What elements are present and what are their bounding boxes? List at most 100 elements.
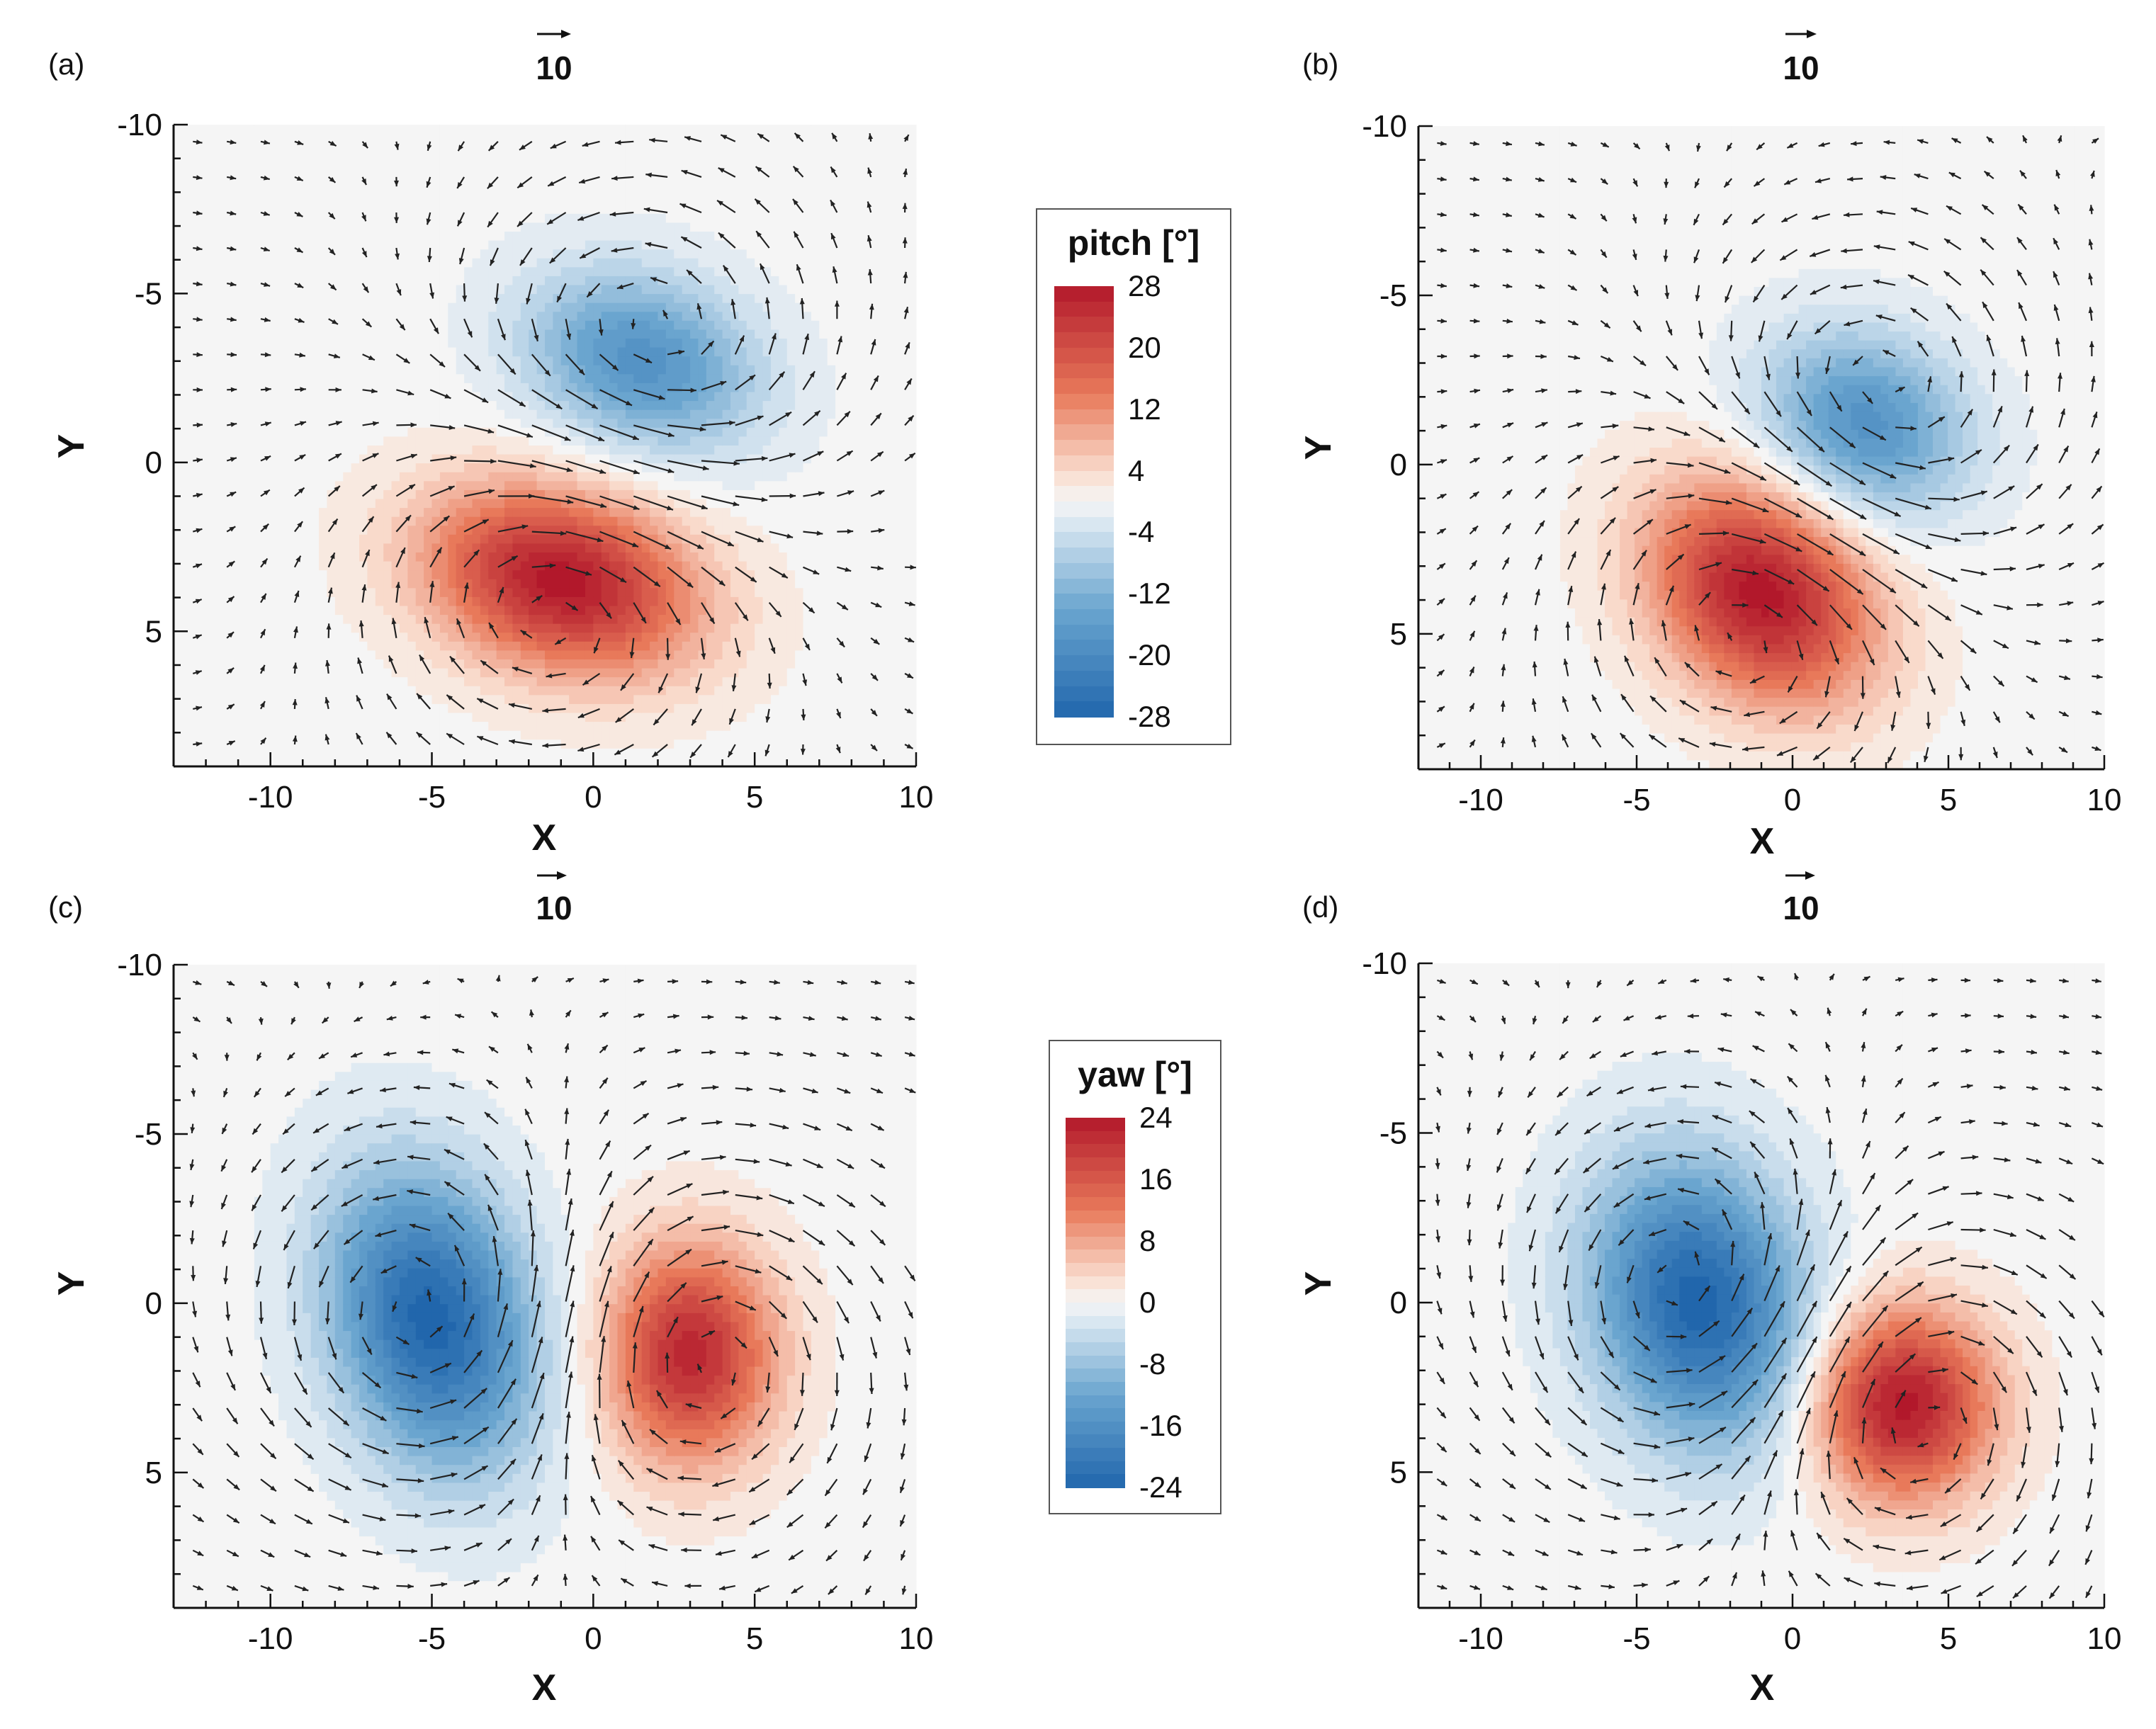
field-cell [682,392,691,402]
field-cell [246,125,255,135]
field-cell [431,677,441,687]
field-cell [504,374,514,384]
field-cell [278,526,288,535]
field-cell [327,650,336,660]
field-cell [480,178,489,188]
field-cell [609,285,619,295]
field-cell [553,561,562,571]
field-cell [448,659,457,669]
field-cell [334,365,344,375]
field-cell [657,401,667,411]
field-cell [174,596,182,607]
field-cell [722,294,731,304]
field-cell [343,446,352,455]
field-cell [585,365,594,375]
field-cell [593,409,602,419]
field-cell [617,374,626,384]
field-cell [464,588,473,598]
field-cell [189,526,198,535]
field-cell [431,401,441,411]
field-cell [327,213,336,224]
field-cell [399,463,408,473]
field-cell [383,526,393,535]
field-cell [722,339,731,348]
field-cell [480,730,489,740]
field-cell [520,526,529,535]
field-cell [334,526,344,535]
field-cell [205,365,215,375]
field-cell [617,365,626,375]
field-cell [560,213,570,224]
field-cell [609,249,619,259]
field-cell [230,249,239,259]
field-cell [609,472,619,482]
field-cell [496,641,505,652]
field-cell [286,329,295,339]
field-cell [569,543,578,553]
field-cell [633,623,643,633]
field-cell [682,534,691,545]
field-cell [706,606,715,616]
field-cell [230,392,239,402]
field-cell [303,463,312,473]
field-cell [569,552,578,562]
field-cell [625,374,634,384]
field-cell [278,356,288,366]
field-cell [504,267,514,277]
field-cell [472,534,481,545]
field-cell [238,686,247,696]
field-cell [205,481,215,491]
field-cell [714,757,723,767]
field-cell [520,133,529,143]
field-cell [512,169,521,179]
field-cell [351,489,360,500]
field-cell [351,579,360,589]
field-cell [577,419,586,429]
field-cell [424,561,433,571]
field-cell [270,133,279,143]
field-cell [439,489,448,500]
field-cell [407,249,417,259]
field-cell [424,258,433,268]
field-cell [205,249,215,259]
field-cell [512,739,521,749]
field-cell [205,133,215,143]
field-cell [303,240,312,250]
field-cell [488,516,497,526]
field-cell [189,552,198,562]
field-cell [553,205,562,215]
field-cell [391,472,400,482]
field-cell [286,615,295,625]
field-cell [682,757,691,767]
field-cell [472,516,481,526]
field-cell [174,294,182,304]
field-cell [367,472,376,482]
field-cell [456,722,465,732]
field-cell [569,294,578,304]
field-cell [286,436,295,446]
field-cell [431,374,441,384]
field-cell [529,187,538,197]
field-cell [189,454,198,464]
field-cell [181,526,191,535]
field-cell [464,552,473,562]
field-cell [545,739,553,749]
field-cell [593,374,602,384]
field-cell [504,508,514,518]
field-cell [439,365,448,375]
field-cell [391,329,400,339]
field-cell [609,195,619,205]
field-cell [222,472,231,482]
field-cell [319,142,328,152]
field-cell [181,232,191,242]
field-cell [327,222,336,232]
field-cell [488,151,497,161]
field-cell [512,285,521,295]
field-cell [367,436,376,446]
field-cell [585,409,594,419]
field-cell [448,267,457,277]
field-cell [286,472,295,482]
field-cell [303,312,312,322]
field-cell [650,125,659,135]
field-cell [730,294,739,304]
